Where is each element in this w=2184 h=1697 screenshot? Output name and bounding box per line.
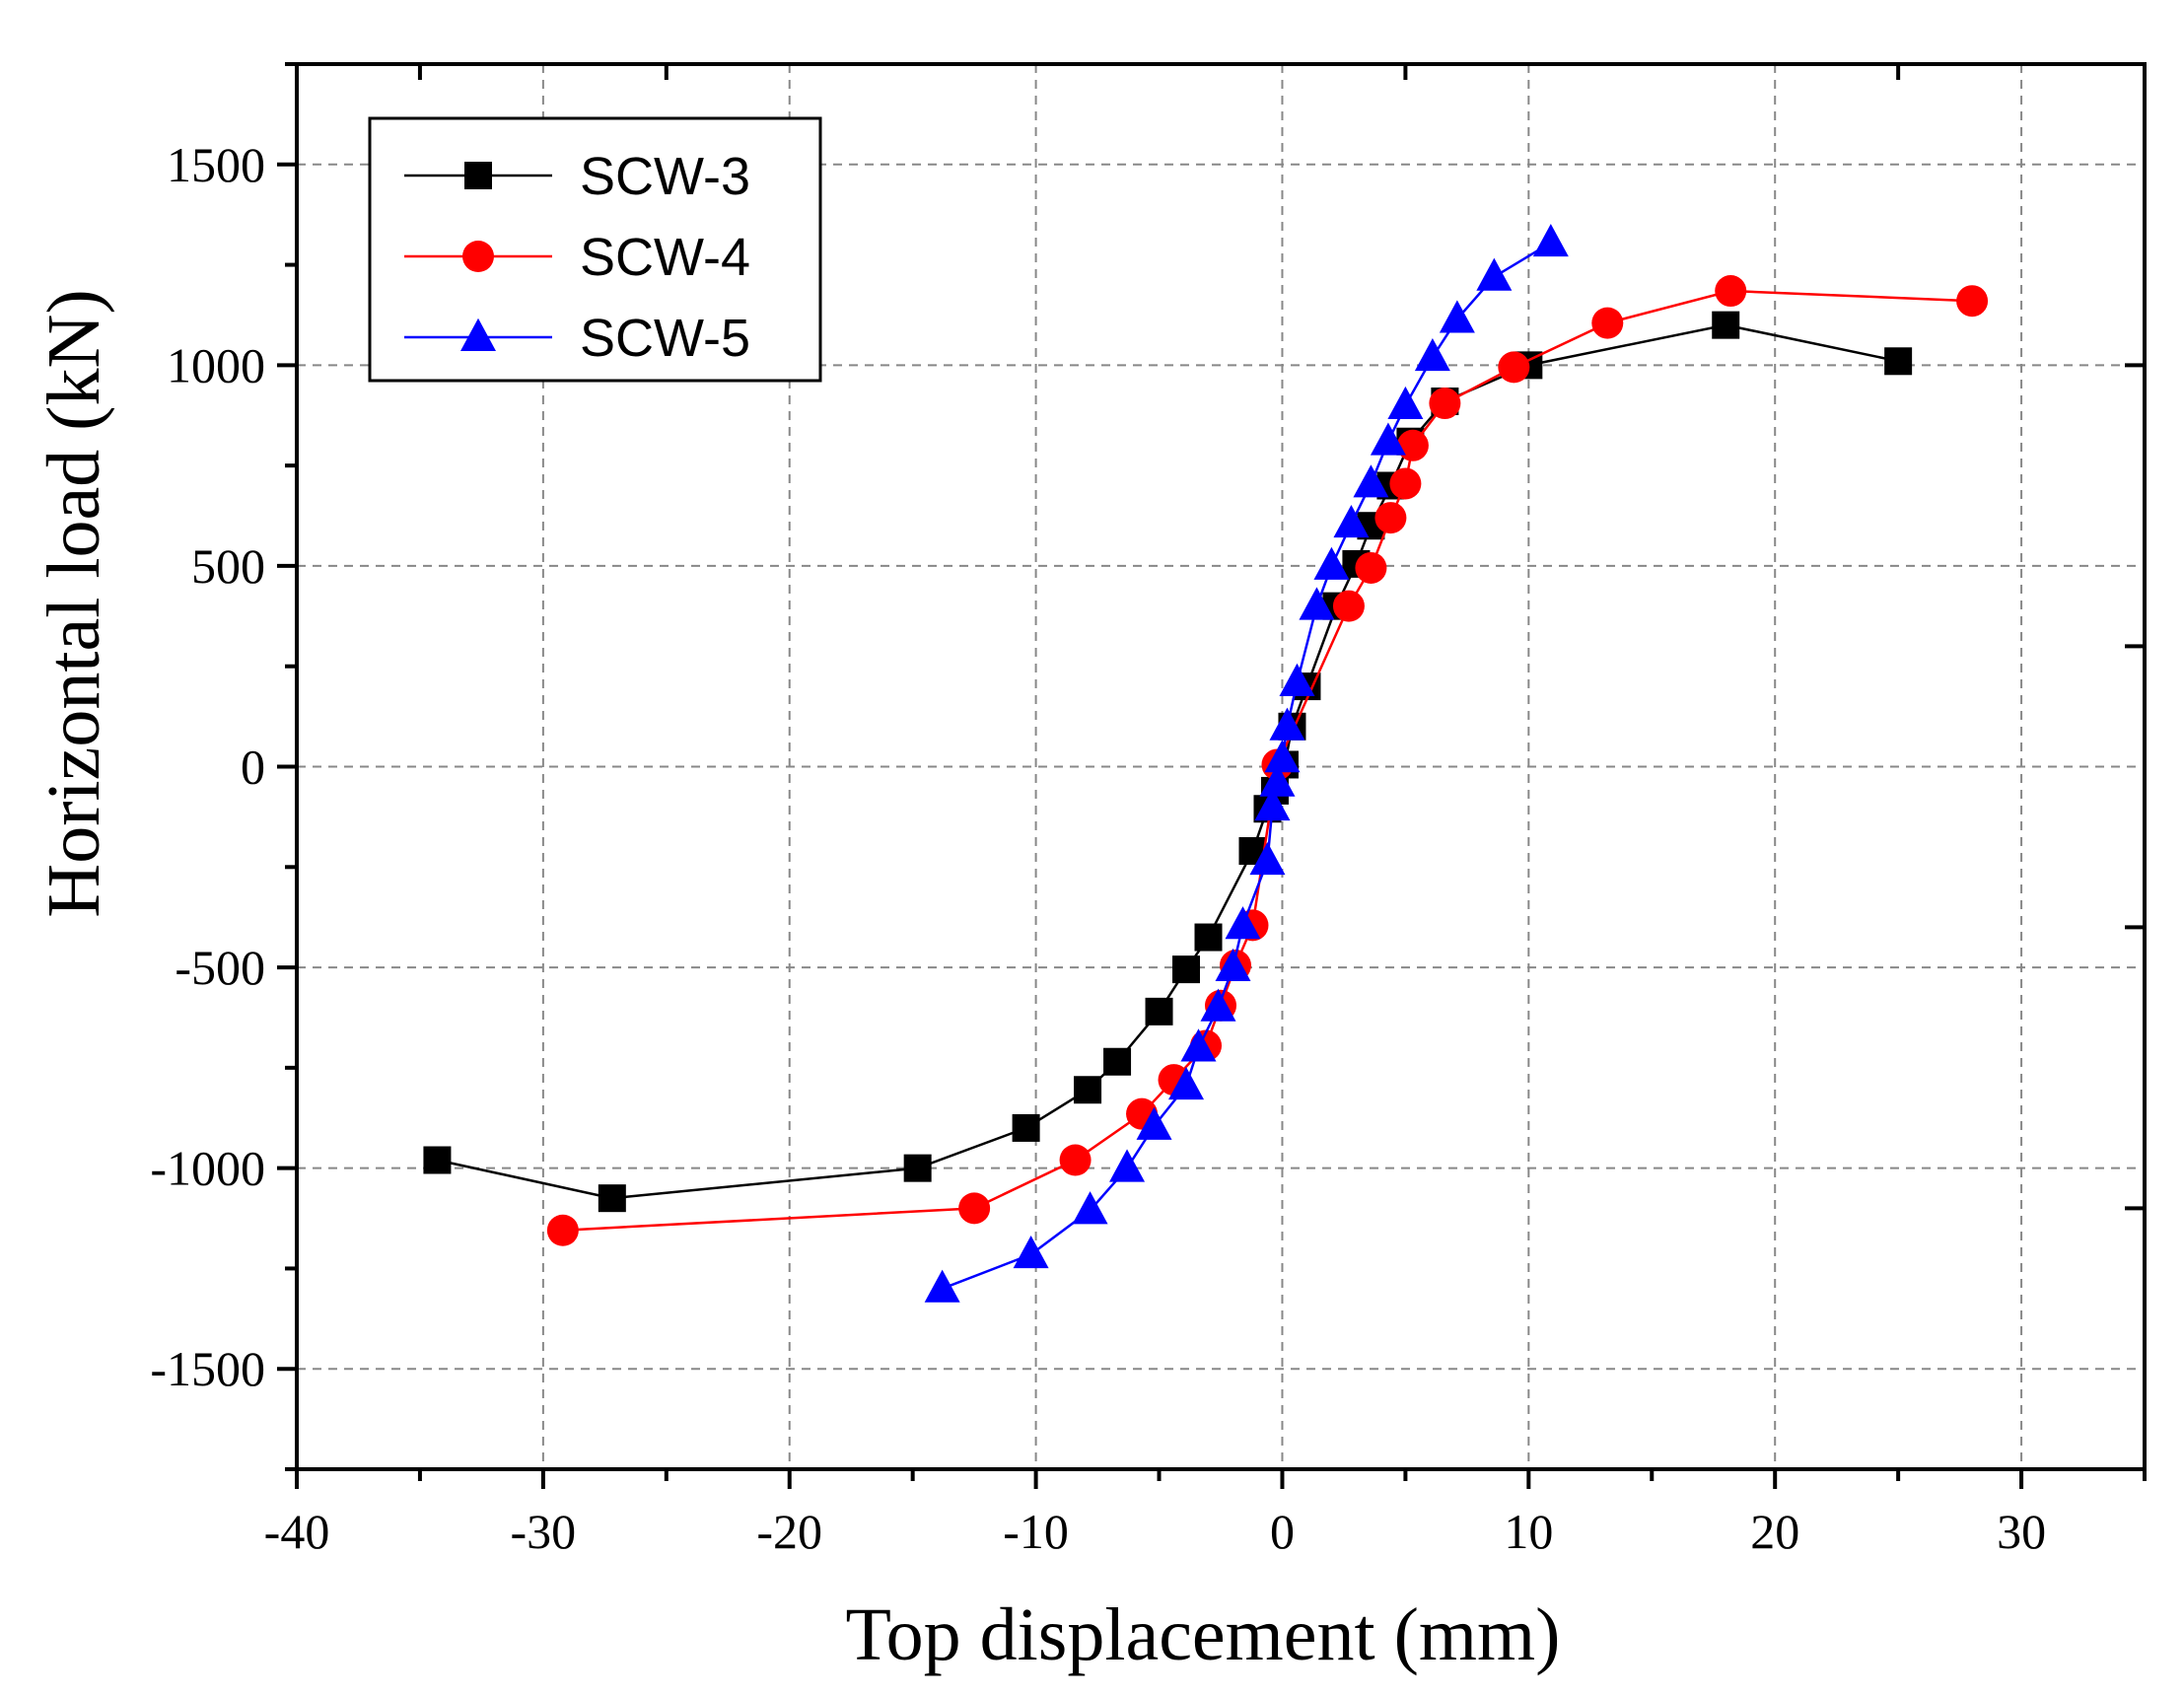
data-point — [1215, 948, 1251, 982]
legend-label: SCW-3 — [580, 147, 750, 206]
y-tick-label: 1000 — [167, 337, 265, 392]
data-point — [1370, 422, 1406, 456]
y-tick-label: 500 — [191, 538, 265, 594]
x-tick-label: -40 — [264, 1504, 330, 1559]
legend-label: SCW-4 — [580, 228, 750, 287]
legend-entry: SCW-3 — [404, 147, 750, 206]
legend-entry: SCW-4 — [404, 228, 750, 287]
x-axis-title: Top displacement (mm) — [846, 1593, 1561, 1676]
x-tick-label: -20 — [756, 1504, 822, 1559]
data-point — [598, 1184, 626, 1213]
data-point — [1259, 763, 1296, 797]
y-tick-label: 0 — [241, 740, 265, 795]
y-tick-label: -1500 — [150, 1341, 265, 1396]
y-tick-label: -1000 — [150, 1141, 265, 1196]
data-point — [1476, 257, 1513, 291]
data-point — [1136, 1106, 1172, 1140]
data-point — [924, 1269, 960, 1303]
data-point — [1956, 285, 1989, 318]
y-tick-labels: -1500 -1000 -500 0 500 1000 1500 — [150, 137, 265, 1396]
data-point — [1103, 1047, 1132, 1076]
legend: SCW-3 SCW-4 SCW-5 — [368, 116, 822, 383]
series-layer — [423, 223, 1989, 1303]
legend-marker — [464, 162, 492, 189]
x-tick-label: 30 — [1997, 1504, 2046, 1559]
x-tick-label: 0 — [1270, 1504, 1295, 1559]
data-point — [1591, 307, 1624, 339]
data-point — [1396, 429, 1429, 461]
series-scw-4 — [546, 275, 1989, 1246]
data-point — [1299, 587, 1335, 620]
series-scw-5 — [924, 223, 1569, 1303]
data-point — [1145, 997, 1173, 1025]
data-point — [1264, 740, 1301, 773]
legend-entries: SCW-3 SCW-4 SCW-5 — [404, 147, 750, 368]
data-point — [1279, 663, 1315, 696]
axis-ticks — [277, 62, 2147, 1489]
x-tick-label: 10 — [1504, 1504, 1553, 1559]
data-point — [1355, 551, 1387, 584]
data-point — [1414, 337, 1450, 372]
data-point — [1374, 502, 1407, 534]
legend-label: SCW-5 — [580, 309, 750, 368]
data-point — [1249, 841, 1286, 876]
x-tick-label: -30 — [511, 1504, 577, 1559]
data-point — [1074, 1076, 1102, 1104]
data-point — [1353, 464, 1389, 498]
data-point — [423, 1146, 452, 1174]
data-point — [958, 1192, 991, 1225]
legend-entry: SCW-5 — [404, 309, 750, 368]
data-point — [1012, 1113, 1040, 1142]
data-point — [1387, 386, 1424, 420]
data-point — [1313, 546, 1350, 580]
data-point — [1715, 275, 1747, 308]
data-point — [1332, 590, 1365, 622]
data-point — [1429, 388, 1461, 420]
data-point — [546, 1214, 579, 1246]
data-point — [1172, 955, 1201, 984]
data-point — [1884, 347, 1913, 376]
x-tick-label: 20 — [1750, 1504, 1799, 1559]
data-point — [1532, 223, 1569, 257]
data-point — [1498, 351, 1530, 384]
data-point — [1200, 988, 1236, 1022]
legend-marker — [462, 241, 494, 272]
data-point — [1194, 923, 1223, 952]
y-tick-label: 1500 — [167, 137, 265, 192]
data-point — [1013, 1235, 1049, 1269]
x-tick-labels: -40 -30 -20 -10 0 10 20 30 — [264, 1504, 2046, 1559]
data-point — [1389, 467, 1422, 500]
data-point — [1168, 1066, 1205, 1100]
y-axis-title: Horizontal load (kN) — [33, 289, 115, 917]
legend-marker — [460, 318, 496, 351]
data-point — [1254, 787, 1291, 821]
y-tick-label: -500 — [175, 940, 265, 995]
data-point — [1269, 707, 1305, 741]
data-point — [1109, 1149, 1146, 1182]
data-point — [903, 1154, 932, 1182]
x-tick-label: -10 — [1003, 1504, 1069, 1559]
data-point — [1072, 1191, 1108, 1225]
data-point — [1712, 311, 1740, 339]
data-point — [1180, 1028, 1217, 1062]
data-point — [1059, 1144, 1092, 1176]
data-point — [1225, 906, 1261, 940]
data-point — [1333, 504, 1370, 538]
data-point — [1439, 300, 1475, 333]
